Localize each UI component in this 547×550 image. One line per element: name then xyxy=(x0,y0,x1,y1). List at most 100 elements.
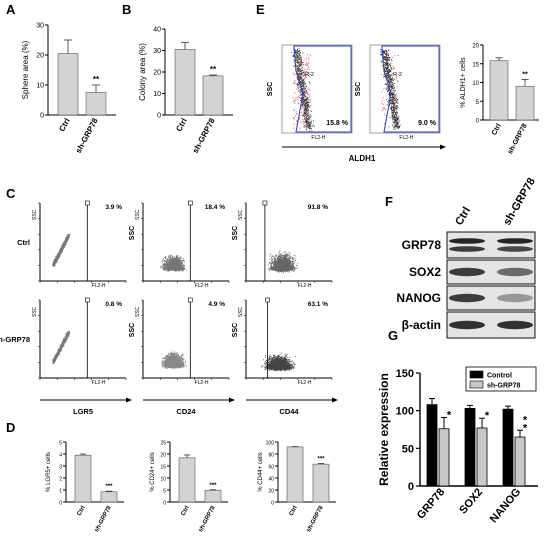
y-tick-label: 10 xyxy=(160,477,166,483)
panel-c: Ctrl 3.9 % FL2-H SSC 18.4 % FL2-H SSC SSC 91.8 %… xyxy=(0,200,338,416)
ssc-small-label: SSC xyxy=(135,306,141,317)
gate-name: R-2 xyxy=(393,72,402,78)
blot-strip xyxy=(446,231,536,259)
y-tick-label: 100 xyxy=(396,406,414,418)
flow-events xyxy=(160,254,187,272)
band-label: GRP78 xyxy=(402,238,442,252)
panel-label-g: G xyxy=(388,328,398,343)
bar xyxy=(502,408,514,487)
bar xyxy=(438,428,450,487)
y-tick-label: 5 xyxy=(163,489,166,495)
bar xyxy=(74,454,92,503)
ssc-label: SSC xyxy=(232,226,239,240)
gate-handle xyxy=(85,200,90,206)
bar xyxy=(85,92,107,116)
y-tick-label: 10 xyxy=(36,83,44,90)
flow-events xyxy=(261,352,297,372)
y-tick-label: 0 xyxy=(157,113,161,120)
y-tick-label: 150 xyxy=(396,368,414,380)
arrow-head xyxy=(440,144,446,150)
y-tick-label: 15 xyxy=(472,62,479,68)
y-tick-label: 0 xyxy=(408,481,414,493)
y-tick-label: 20 xyxy=(160,453,166,459)
bar xyxy=(312,463,330,503)
panel-label-c: C xyxy=(6,186,16,201)
y-tick-label: 2 xyxy=(59,477,62,483)
band-label: SOX2 xyxy=(409,265,441,279)
y-axis-label: Relative expression xyxy=(377,373,391,486)
category-label: NANOG xyxy=(488,486,524,525)
bar xyxy=(426,404,438,487)
lane-label: sh-GRP78 xyxy=(501,176,538,228)
ssc-small-label: SSC xyxy=(32,209,38,220)
blot-band xyxy=(497,238,533,244)
blot-band xyxy=(497,293,533,303)
significance-label: *** xyxy=(317,457,325,463)
flow-gate xyxy=(293,45,352,133)
aldh1-axis-label: ALDH1 xyxy=(349,154,376,163)
y-tick-label: 0 xyxy=(40,113,44,120)
significance-label: ** xyxy=(522,72,528,79)
legend-swatch xyxy=(469,370,484,379)
bar xyxy=(514,436,526,487)
flow-events xyxy=(267,250,299,273)
blot-band xyxy=(449,238,485,244)
panel-label-a: A xyxy=(6,2,16,17)
significance-label: *** xyxy=(105,484,113,490)
flow-events-gated xyxy=(292,54,311,130)
y-tick-label: 0 xyxy=(59,501,62,507)
bar xyxy=(489,60,509,121)
flow-x-axis-label: FL2-H xyxy=(298,380,312,386)
flow-percent: 91.8 % xyxy=(308,204,328,211)
y-tick-label: 60 xyxy=(268,465,274,471)
significance-label: * xyxy=(523,414,528,426)
y-tick-label: 30 xyxy=(36,23,44,30)
y-tick-label: 20 xyxy=(268,489,274,495)
panel-a: 0 10 20 30 Ctrl ** sh-GRP78 Sphere area (%) xyxy=(21,23,116,155)
flow-events xyxy=(161,350,187,369)
ssc-label: SSC xyxy=(267,82,274,96)
panel-label-b: B xyxy=(122,2,131,17)
marker-label: LGR5 xyxy=(73,407,93,416)
flow-x-axis-label: FL2-H xyxy=(195,283,209,289)
blot-band xyxy=(497,320,533,330)
gate-handle xyxy=(265,297,270,303)
y-axis-label: % LGR5+ cells xyxy=(46,452,52,492)
y-axis-label: Sphere area (%) xyxy=(21,40,30,99)
flow-events xyxy=(52,330,71,364)
y-axis-label: % CD24+ cells xyxy=(150,452,156,492)
panel-g: 0 50 100 150 Relative expression * GRP78 * SOX2 *… xyxy=(377,366,538,525)
ssc-small-label: SSC xyxy=(135,209,141,220)
blot-band xyxy=(449,320,485,330)
category-label: sh-GRP78 xyxy=(74,116,100,154)
flow-plot-frame xyxy=(281,44,353,134)
panel-e: R-2 15.8 % FL2-H SSC R-2 9.0 % FL2-H SSC ALDH1 0 5… xyxy=(267,44,539,163)
y-tick-label: 10 xyxy=(153,91,161,98)
blot-band xyxy=(449,246,485,252)
category-label: Ctrl xyxy=(174,117,188,133)
ssc-small-label: SSC xyxy=(238,306,244,317)
significance-label: *** xyxy=(209,483,217,489)
y-tick-label: 15 xyxy=(160,465,166,471)
y-tick-label: 5 xyxy=(59,441,62,447)
category-label: Ctrl xyxy=(181,505,191,517)
panel-d: 0 1 2 3 4 5 Ctrl *** sh-GRP78 % LGR5+ cells 0 5 10 15… xyxy=(46,441,336,534)
flow-gate xyxy=(381,45,440,133)
flow-percent: 0.8 % xyxy=(105,301,122,308)
legend-swatch xyxy=(469,380,484,389)
bar xyxy=(204,489,222,503)
y-tick-label: 40 xyxy=(153,27,161,34)
y-tick-label: 100 xyxy=(266,441,275,447)
significance-label: * xyxy=(523,422,528,434)
flow-x-axis-label: FL2-H xyxy=(92,283,106,289)
bar xyxy=(57,53,79,116)
y-tick-label: 1 xyxy=(59,489,62,495)
flow-percent: 63.1 % xyxy=(308,301,328,308)
y-tick-label: 25 xyxy=(160,441,166,447)
category-label: GRP78 xyxy=(415,486,447,521)
flow-percent: 3.9 % xyxy=(105,204,122,211)
arrow-head xyxy=(126,397,132,403)
category-label: sh-GRP78 xyxy=(306,505,325,534)
significance-label: ** xyxy=(93,75,100,84)
